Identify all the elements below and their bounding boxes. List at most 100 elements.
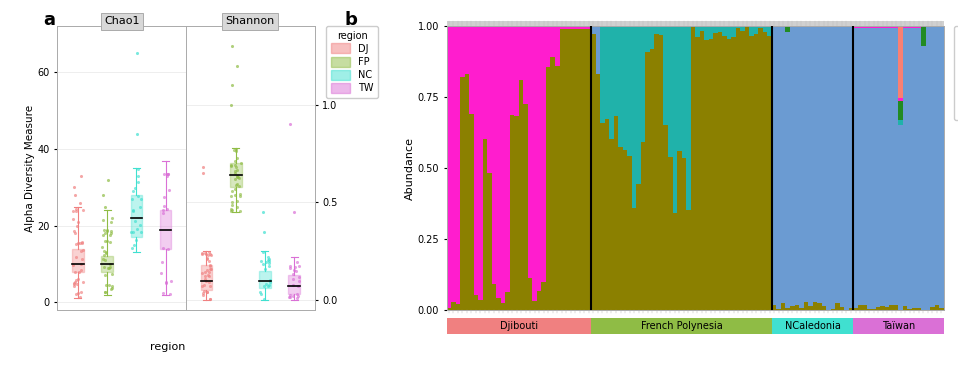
- Bar: [899, 125, 903, 310]
- Point: [285, 282, 301, 288]
- Bar: [646, 52, 650, 310]
- Bar: [614, 116, 618, 310]
- Bar: [912, 28, 917, 308]
- Point: [96, 264, 111, 270]
- Point: [66, 280, 81, 286]
- Bar: [568, 29, 573, 310]
- Bar: [862, 28, 867, 305]
- Point: [202, 262, 217, 268]
- Point: [124, 229, 139, 235]
- Bar: [541, 282, 546, 310]
- Point: [160, 171, 175, 177]
- Point: [224, 206, 240, 212]
- Bar: [709, 26, 713, 39]
- Bar: [573, 29, 578, 310]
- Bar: [731, 37, 736, 310]
- Bar: [867, 28, 872, 309]
- Bar: [636, 184, 641, 310]
- Bar: [781, 303, 786, 310]
- Bar: [604, 26, 609, 119]
- Bar: [596, 26, 601, 74]
- Point: [282, 292, 297, 298]
- Bar: [880, 26, 885, 28]
- Bar: [546, 67, 551, 310]
- Point: [163, 278, 178, 284]
- Bar: [446, 21, 944, 26]
- Bar: [804, 302, 808, 310]
- Y-axis label: Abundance: Abundance: [404, 137, 415, 200]
- Point: [94, 244, 109, 250]
- Point: [96, 217, 111, 223]
- Point: [132, 204, 148, 211]
- Point: [160, 246, 175, 252]
- Point: [230, 174, 245, 180]
- Point: [129, 226, 145, 232]
- Bar: [496, 298, 501, 310]
- Bar: [854, 318, 944, 334]
- Point: [130, 179, 146, 185]
- Point: [96, 192, 111, 198]
- Point: [101, 282, 116, 288]
- Point: [285, 293, 301, 299]
- Point: [98, 289, 113, 295]
- Bar: [854, 28, 857, 308]
- Point: [194, 293, 210, 299]
- Bar: [596, 74, 601, 310]
- Bar: [744, 26, 749, 310]
- Bar: [699, 26, 704, 31]
- Point: [232, 175, 247, 181]
- Point: [224, 102, 240, 108]
- Point: [202, 251, 217, 257]
- Bar: [767, 26, 772, 36]
- Point: [197, 276, 213, 282]
- Bar: [862, 26, 867, 28]
- Bar: [533, 301, 536, 310]
- Bar: [731, 26, 736, 37]
- Point: [260, 257, 275, 263]
- Point: [130, 173, 146, 179]
- Point: [286, 267, 302, 273]
- Point: [68, 206, 83, 212]
- Bar: [446, 308, 451, 310]
- Bar: [564, 26, 568, 29]
- Bar: [627, 26, 632, 156]
- Point: [158, 279, 173, 285]
- Bar: [794, 305, 799, 310]
- Bar: [776, 309, 781, 310]
- Point: [65, 216, 80, 222]
- Bar: [555, 66, 559, 310]
- Point: [200, 272, 216, 278]
- Title: Chao1: Chao1: [104, 17, 140, 26]
- Bar: [857, 26, 862, 28]
- Point: [202, 296, 217, 302]
- Point: [133, 196, 148, 202]
- Point: [97, 257, 112, 263]
- Y-axis label: Alpha Diversity Measure: Alpha Diversity Measure: [25, 105, 34, 232]
- Point: [126, 242, 142, 248]
- Bar: [609, 139, 614, 310]
- Point: [200, 253, 216, 259]
- Bar: [686, 210, 691, 310]
- Bar: [709, 39, 713, 310]
- Point: [162, 291, 177, 297]
- Bar: [822, 306, 826, 310]
- Point: [127, 185, 143, 191]
- Point: [96, 226, 111, 232]
- Point: [153, 270, 169, 276]
- Point: [227, 186, 242, 192]
- Point: [228, 176, 243, 182]
- Point: [287, 264, 303, 270]
- Point: [228, 146, 243, 152]
- Bar: [681, 26, 686, 158]
- Bar: [754, 26, 759, 34]
- Point: [257, 296, 272, 302]
- Point: [100, 227, 115, 233]
- Point: [229, 181, 244, 187]
- Point: [162, 187, 177, 193]
- Point: [75, 240, 90, 246]
- Point: [262, 260, 277, 266]
- Bar: [200, 265, 213, 290]
- Bar: [763, 26, 767, 32]
- Bar: [772, 305, 776, 310]
- Point: [156, 171, 171, 177]
